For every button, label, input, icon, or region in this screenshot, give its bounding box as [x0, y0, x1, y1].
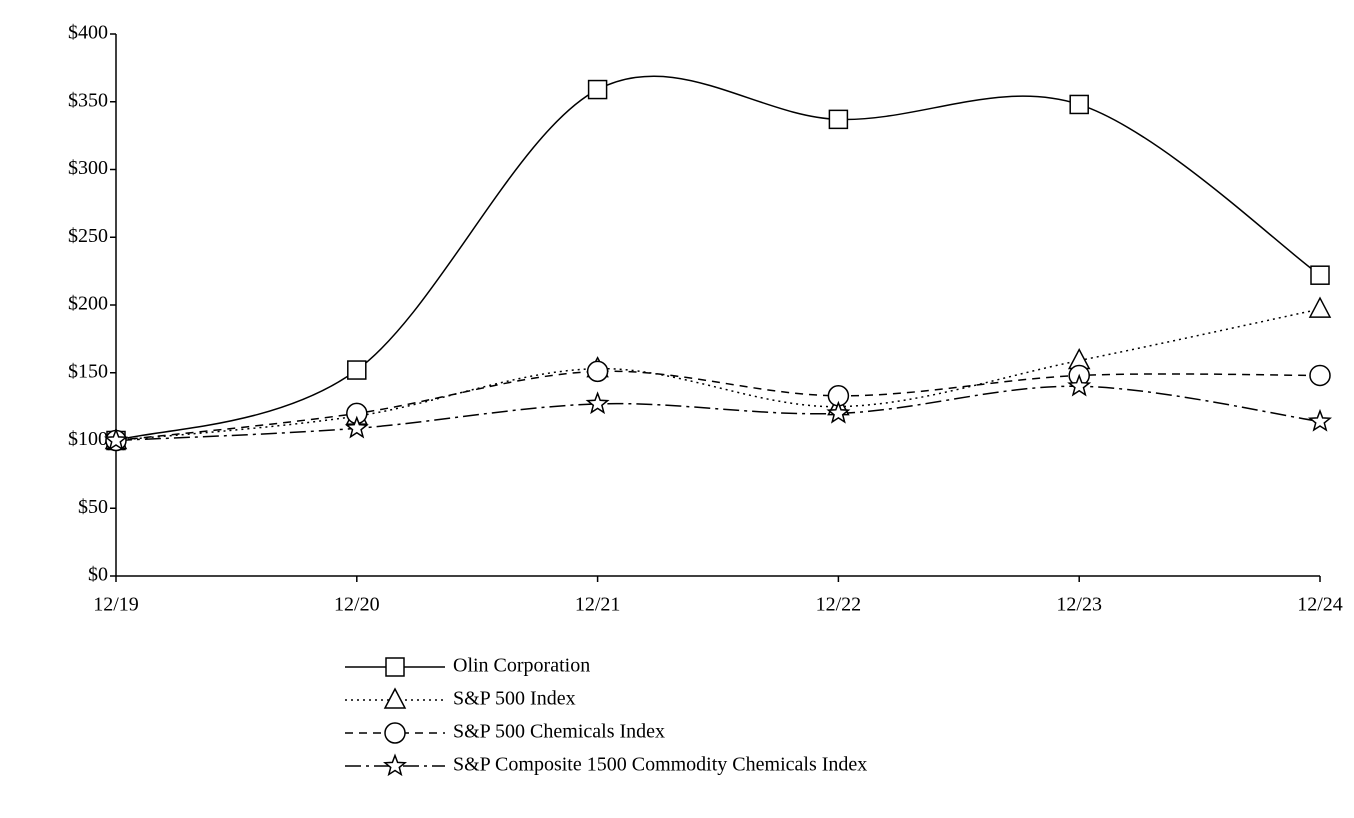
- marker: [586, 360, 609, 383]
- legend-marker: [383, 687, 407, 709]
- x-tick-label: 12/24: [1297, 594, 1343, 616]
- x-tick-label: 12/23: [1056, 594, 1102, 616]
- series-line: [115, 308, 1321, 442]
- x-tick-label: 12/19: [93, 594, 139, 616]
- legend-label: S&P 500 Index: [453, 688, 576, 710]
- y-tick-label: $150: [68, 360, 108, 382]
- y-tick-label: $350: [68, 89, 108, 111]
- series-line: [115, 370, 1321, 442]
- y-tick-label: $300: [68, 157, 108, 179]
- y-tick-label: $50: [78, 496, 108, 518]
- y-tick-label: $100: [68, 428, 108, 450]
- marker: [104, 427, 128, 451]
- marker: [1309, 364, 1331, 387]
- legend-label: S&P Composite 1500 Commodity Chemicals I…: [453, 754, 867, 776]
- legend-marker: [384, 722, 406, 744]
- marker: [344, 415, 369, 439]
- y-tick-label: $250: [68, 225, 108, 247]
- series-line: [115, 75, 1321, 442]
- legend-label: Olin Corporation: [453, 655, 590, 677]
- marker: [1310, 265, 1330, 285]
- x-tick-label: 12/21: [575, 594, 621, 616]
- marker: [828, 109, 849, 130]
- y-tick-label: $0: [88, 564, 108, 586]
- series-line: [115, 385, 1321, 442]
- legend-marker: [385, 657, 405, 677]
- marker: [1069, 94, 1089, 115]
- marker: [587, 79, 608, 100]
- marker: [1308, 296, 1332, 318]
- x-tick-label: 12/22: [816, 594, 862, 616]
- legend-label: S&P 500 Chemicals Index: [453, 721, 665, 743]
- marker: [347, 360, 367, 380]
- y-tick-label: $200: [68, 293, 108, 315]
- marker: [585, 391, 610, 415]
- x-tick-label: 12/20: [334, 594, 380, 616]
- y-tick-label: $400: [68, 22, 108, 44]
- marker: [1067, 373, 1092, 397]
- legend-marker: [383, 753, 407, 777]
- marker: [1308, 408, 1332, 432]
- marker: [826, 400, 851, 424]
